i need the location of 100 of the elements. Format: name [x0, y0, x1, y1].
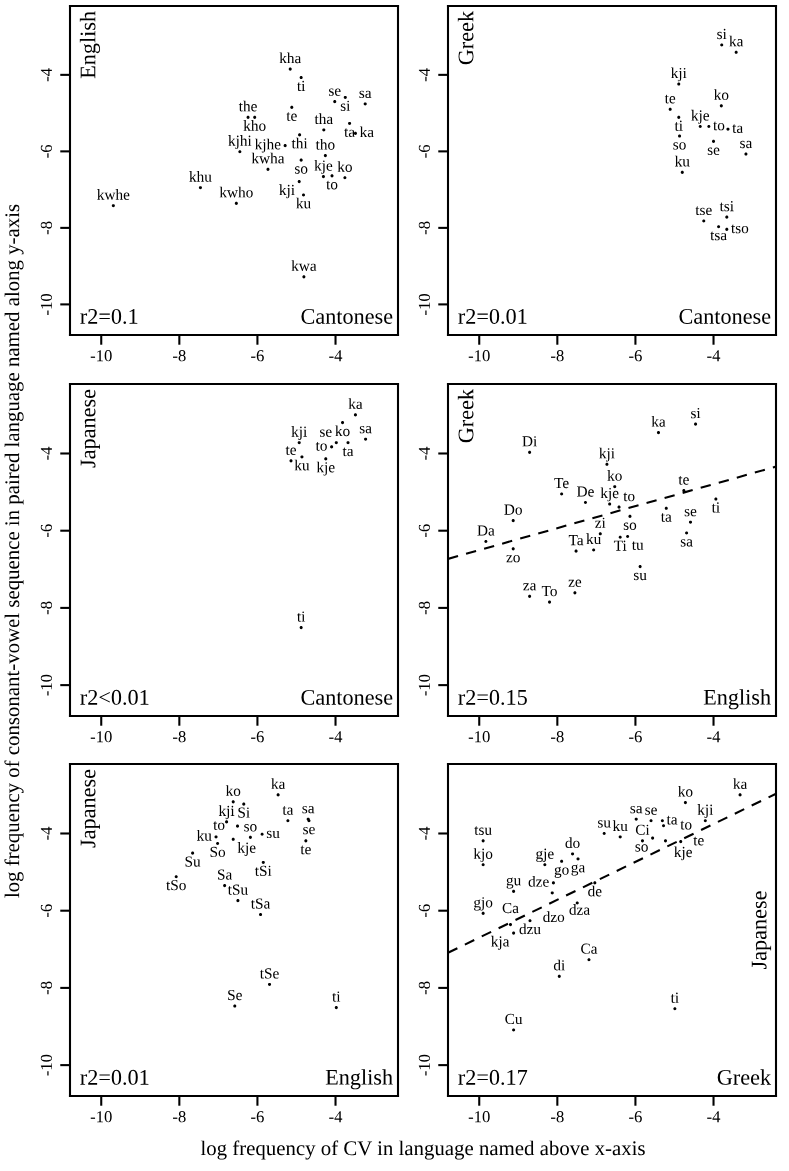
data-label: za	[523, 583, 537, 591]
annotation: r2=0.01	[80, 1069, 149, 1085]
point	[348, 121, 352, 125]
point	[725, 215, 729, 219]
data-label: So	[210, 846, 226, 858]
data-label: Te	[554, 477, 569, 489]
x-tick-label: -10	[468, 350, 490, 362]
y-tick-label: -6	[40, 904, 53, 918]
x-tick-label: -8	[173, 350, 186, 362]
data-label: ku	[612, 820, 628, 832]
data-label: kje	[237, 842, 256, 856]
point	[634, 817, 638, 821]
data-label: ku	[674, 155, 690, 167]
data-label: ti	[297, 611, 306, 622]
x-tick-label: -8	[173, 731, 186, 743]
data-label: zi	[595, 517, 606, 528]
y-tick-label: -10	[40, 674, 53, 696]
data-label: tu	[631, 541, 644, 551]
data-label: te	[285, 446, 296, 455]
point	[234, 201, 238, 205]
x-tick-label: -6	[629, 731, 642, 743]
data-label: tsi	[719, 201, 734, 212]
annotation: r2<0.01	[80, 689, 149, 705]
data-label: Se	[228, 989, 242, 1001]
data-label: tSu	[227, 884, 248, 895]
point	[685, 531, 689, 535]
data-label: kja	[491, 935, 510, 950]
data-label: kje	[314, 159, 333, 174]
data-label: kjhi	[228, 135, 252, 149]
data-label: dzu	[519, 923, 541, 935]
x-tick-label: -6	[629, 350, 642, 362]
data-label: Ti	[613, 540, 627, 551]
data-label: ka	[348, 398, 363, 409]
data-label: to	[315, 442, 327, 451]
point	[528, 594, 532, 598]
point	[299, 158, 303, 162]
x-tick-label: -4	[707, 1111, 721, 1123]
point	[560, 492, 564, 496]
y-tick-label: -4	[40, 826, 52, 840]
data-label: di	[553, 959, 565, 971]
data-label: tSo	[166, 879, 186, 891]
data-label: ko	[678, 785, 693, 797]
data-label: Do	[504, 504, 522, 515]
data-label: De	[576, 486, 594, 497]
point	[267, 982, 272, 986]
point	[512, 1028, 516, 1032]
point	[656, 431, 661, 435]
data-label: zo	[506, 555, 520, 563]
data-label: so	[244, 824, 257, 832]
data-label: Si	[238, 807, 250, 818]
y-tick-label: -4	[40, 446, 52, 460]
annotation: Japanese	[751, 891, 772, 970]
data-label: to	[623, 492, 635, 502]
x-tick-label: -4	[329, 350, 343, 362]
data-label: kji	[291, 426, 307, 440]
data-label: si	[691, 408, 701, 419]
y-tick-label: -8	[40, 601, 53, 615]
y-tick-label: -6	[418, 904, 431, 918]
x-tick-label: -10	[90, 350, 112, 362]
point	[248, 835, 252, 839]
data-label: si	[717, 28, 727, 40]
y-tick-label: -8	[418, 221, 431, 235]
annotation: Cantonese	[301, 308, 393, 324]
data-label: se	[645, 807, 657, 815]
annotation: Greek	[457, 10, 474, 65]
point	[703, 819, 707, 823]
y-tick-label: -4	[418, 446, 430, 460]
x-tick-label: -8	[551, 1111, 564, 1123]
point	[111, 204, 115, 208]
data-label: dzo	[543, 911, 565, 923]
data-label: tso	[731, 224, 749, 234]
data-label: kha	[279, 52, 302, 64]
data-label: gje	[536, 848, 554, 862]
data-label: Sa	[218, 869, 233, 880]
data-label: Ca	[581, 943, 598, 954]
data-label: ta	[344, 128, 355, 137]
data-label: sa	[359, 90, 372, 99]
data-label: ka	[651, 416, 666, 427]
data-label: ko	[337, 161, 352, 172]
data-label: ka	[733, 778, 748, 789]
x-tick-label: -6	[251, 1111, 264, 1123]
data-label: to	[213, 821, 225, 830]
data-label: Ci	[635, 824, 650, 835]
data-label: ti	[297, 80, 306, 92]
data-label: se	[707, 147, 720, 155]
point	[174, 875, 178, 879]
data-label: te	[693, 836, 704, 846]
x-axis-title: log frequency of CV in language named above x-axis	[200, 1140, 645, 1160]
point	[583, 500, 587, 505]
point	[717, 225, 721, 229]
x-tick-label: -6	[629, 1111, 642, 1123]
point	[626, 534, 630, 539]
y-tick-label: -8	[418, 601, 431, 615]
data-label: kwha	[251, 152, 285, 164]
data-label: ti	[711, 502, 720, 513]
x-tick-label: -8	[551, 350, 564, 362]
data-label: To	[541, 586, 557, 597]
data-label: dza	[569, 904, 590, 915]
point	[528, 450, 532, 454]
point	[664, 506, 668, 510]
